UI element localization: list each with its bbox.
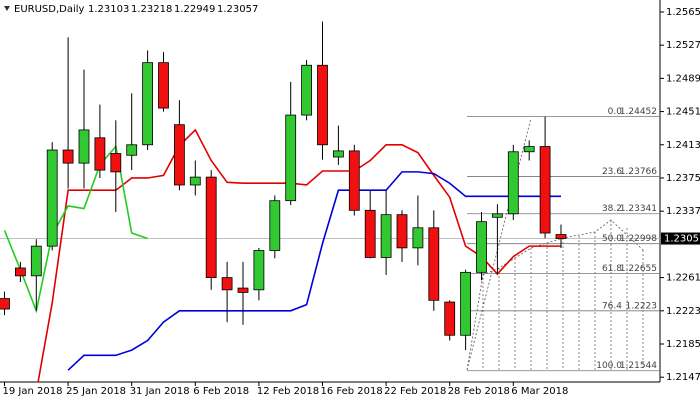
candle-body: [269, 200, 281, 251]
candle-body: [110, 153, 122, 173]
candle-body: [507, 151, 519, 215]
candle-body: [126, 144, 138, 156]
header-high: 1.23218: [131, 4, 172, 15]
x-tick-label: 12 Feb 2018: [257, 386, 319, 397]
indicator-line: [37, 128, 561, 382]
x-tick-label: 31 Jan 2018: [130, 386, 190, 397]
x-tick-label: 6 Mar 2018: [511, 386, 568, 397]
symbol-icon: [4, 6, 10, 11]
candle-body: [62, 149, 74, 164]
plot-area: [0, 21, 660, 382]
fib-level-label: 50.0: [602, 234, 622, 244]
y-tick-label: 1.22610: [666, 273, 700, 284]
y-tick-label: 1.24130: [666, 140, 700, 151]
indicator-line: [3, 144, 148, 314]
candle-body: [539, 146, 551, 234]
fib-level-label: 61.8: [602, 264, 622, 274]
x-tick-label: 6 Feb 2018: [193, 386, 249, 397]
fib-price-label: 1.23766: [620, 167, 657, 177]
fib-price-label: 1.24452: [620, 107, 657, 117]
candle-body: [14, 267, 26, 277]
y-tick-label: 1.24510: [666, 107, 700, 118]
y-tick-label: 1.23750: [666, 173, 700, 184]
fib-level-label: 23.6: [602, 167, 622, 177]
candle-body: [444, 301, 456, 336]
y-tick-label: 1.21850: [666, 339, 700, 350]
fib-level-label: 0.0: [608, 107, 623, 117]
current-price-box: [661, 232, 700, 245]
candle-body: [142, 62, 154, 146]
candle-body: [380, 214, 392, 258]
candle-body: [94, 137, 106, 171]
fib-level-label: 100.0: [596, 361, 622, 371]
y-tick-label: 1.23370: [666, 206, 700, 217]
candle-body: [30, 245, 42, 277]
symbol: EURUSD,Daily: [14, 4, 85, 15]
header-open: 1.23103: [88, 4, 129, 15]
indicator-line: [67, 171, 561, 371]
fib-price-label: 1.21544: [620, 361, 657, 371]
candle-body: [78, 129, 90, 164]
candle-body: [317, 64, 328, 146]
candle-body: [158, 62, 169, 109]
candle-body: [253, 250, 265, 291]
header-close: 1.23057: [217, 4, 258, 15]
y-tick-label: 1.22230: [666, 306, 700, 317]
x-tick-label: 19 Jan 2018: [3, 386, 63, 397]
candle-body: [237, 287, 249, 293]
candle-body: [428, 227, 440, 301]
candle-body: [364, 209, 376, 258]
candle-body: [332, 150, 344, 158]
candle-body: [46, 149, 58, 247]
fib-price-label: 1.22655: [620, 264, 657, 274]
candle-body: [348, 150, 360, 211]
y-tick-label: 1.25650: [666, 7, 700, 18]
candle-body: [491, 213, 503, 218]
candle-body: [555, 234, 567, 239]
y-tick-label: 1.25270: [666, 40, 700, 51]
candle-body: [189, 176, 201, 186]
candle-body: [460, 271, 472, 336]
current-price-label: 1.23057: [664, 234, 700, 245]
candle-body: [396, 214, 408, 249]
candle-body: [173, 124, 185, 186]
candle-body: [285, 114, 297, 202]
candle-body: [523, 146, 535, 153]
header-low: 1.22949: [174, 4, 215, 15]
candle-body: [221, 277, 233, 291]
fib-time-zones: [482, 220, 644, 370]
fib-level-label: 76.4: [602, 301, 622, 311]
candle-body: [476, 221, 487, 273]
candle-body: [0, 298, 10, 310]
y-tick-label: 1.24890: [666, 73, 700, 84]
candle-body: [412, 227, 424, 249]
fib-price-label: 1.22998: [620, 234, 657, 244]
x-tick-label: 25 Jan 2018: [66, 386, 126, 397]
x-tick-label: 16 Feb 2018: [321, 386, 383, 397]
candle-body: [301, 64, 313, 116]
fib-level-label: 38.2: [602, 204, 622, 214]
x-tick-label: 28 Feb 2018: [448, 386, 510, 397]
fib-price-label: 1.2223: [626, 301, 658, 311]
fib-price-label: 1.23341: [620, 204, 657, 214]
candle-body: [205, 176, 217, 278]
x-tick-label: 22 Feb 2018: [384, 386, 446, 397]
